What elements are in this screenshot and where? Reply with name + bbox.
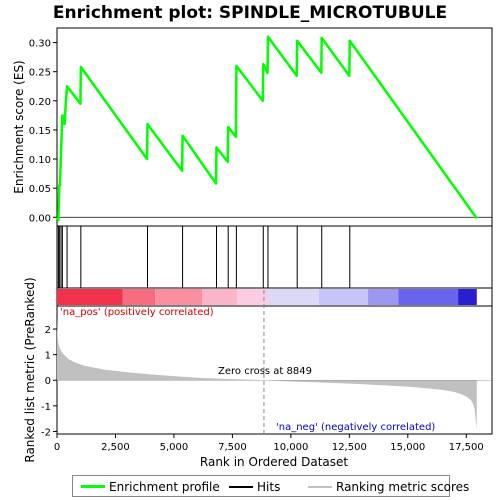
enrichment-profile-line xyxy=(55,35,478,222)
x-axis: 0 2,500 5,000 7,500 10,000 12,500 15,000 17,500 xyxy=(54,434,484,453)
metric-panel: -2 -1 0 1 2 'na_pos' (positively correlated)… xyxy=(23,277,493,463)
x-tick-label: 10,000 xyxy=(273,442,308,453)
x-tick-label: 17,500 xyxy=(449,442,484,453)
metric-y-axis-label: Ranked list metric (PreRanked) xyxy=(23,277,37,462)
x-tick-label: 5,000 xyxy=(160,442,189,453)
legend-label-ranking: Ranking metric scores xyxy=(336,480,470,494)
es-y-axis-label: Enrichment score (ES) xyxy=(12,60,26,193)
es-y-tick-label: 0.00 xyxy=(29,213,51,224)
legend-swatch-ranking xyxy=(308,486,332,488)
color-bar-segment xyxy=(398,289,459,305)
legend-label-enrichment: Enrichment profile xyxy=(109,480,220,494)
es-plot-frame xyxy=(56,27,493,227)
es-y-tick-label: 0.05 xyxy=(29,184,51,195)
ranking-color-bar xyxy=(56,287,493,307)
es-y-tick-label: 0.25 xyxy=(29,68,51,79)
legend-label-hits: Hits xyxy=(257,480,281,494)
legend-swatch-enrichment xyxy=(81,485,105,488)
zero-cross-label: Zero cross at 8849 xyxy=(218,366,312,377)
color-bar-segment xyxy=(318,289,369,305)
color-bar-segment xyxy=(267,289,319,305)
chart-title: Enrichment plot: SPINDLE_MICROTUBULE xyxy=(53,3,447,23)
x-tick-label: 12,500 xyxy=(332,442,367,453)
es-y-tick-label: 0.15 xyxy=(29,126,51,137)
x-tick-label: 0 xyxy=(54,442,60,453)
color-bar-segments xyxy=(57,289,477,305)
x-tick-label: 2,500 xyxy=(101,442,130,453)
metric-y-axis: -2 -1 0 1 2 xyxy=(41,325,57,438)
metric-plot-frame xyxy=(56,305,493,435)
metric-y-tick-label: 1 xyxy=(45,351,51,362)
x-axis-label: Rank in Ordered Dataset xyxy=(200,455,348,469)
metric-y-tick-label: 0 xyxy=(45,376,51,387)
color-bar-segment xyxy=(368,289,399,305)
es-y-tick-label: 0.20 xyxy=(29,97,51,108)
ranking-metric-area xyxy=(57,318,477,429)
legend: Enrichment profile Hits Ranking metric s… xyxy=(72,475,469,497)
color-bar-segment xyxy=(122,289,156,305)
legend-swatch-hits xyxy=(229,486,253,488)
color-bar-segment xyxy=(155,289,202,305)
hits-frame xyxy=(56,225,493,289)
es-panel: 0.00 0.05 0.10 0.15 0.20 0.25 0.30 Enrichment … xyxy=(12,27,493,227)
color-bar-segment xyxy=(458,289,477,305)
x-tick-label: 7,500 xyxy=(218,442,247,453)
es-y-tick-label: 0.30 xyxy=(29,39,51,50)
es-y-axis: 0.00 0.05 0.10 0.15 0.20 0.25 0.30 xyxy=(29,39,57,224)
positive-correlation-label: 'na_pos' (positively correlated) xyxy=(60,307,214,318)
color-bar-segment xyxy=(237,289,268,305)
metric-y-tick-label: -2 xyxy=(41,427,51,438)
color-bar-segment xyxy=(57,289,123,305)
color-bar-segment xyxy=(202,289,238,305)
es-y-tick-label: 0.10 xyxy=(29,155,51,166)
hits-marks xyxy=(57,226,351,288)
metric-y-tick-label: 2 xyxy=(45,325,51,336)
hits-panel xyxy=(56,225,493,289)
negative-correlation-label: 'na_neg' (negatively correlated) xyxy=(276,422,435,433)
x-tick-label: 15,000 xyxy=(390,442,425,453)
metric-y-tick-label: -1 xyxy=(41,402,51,413)
